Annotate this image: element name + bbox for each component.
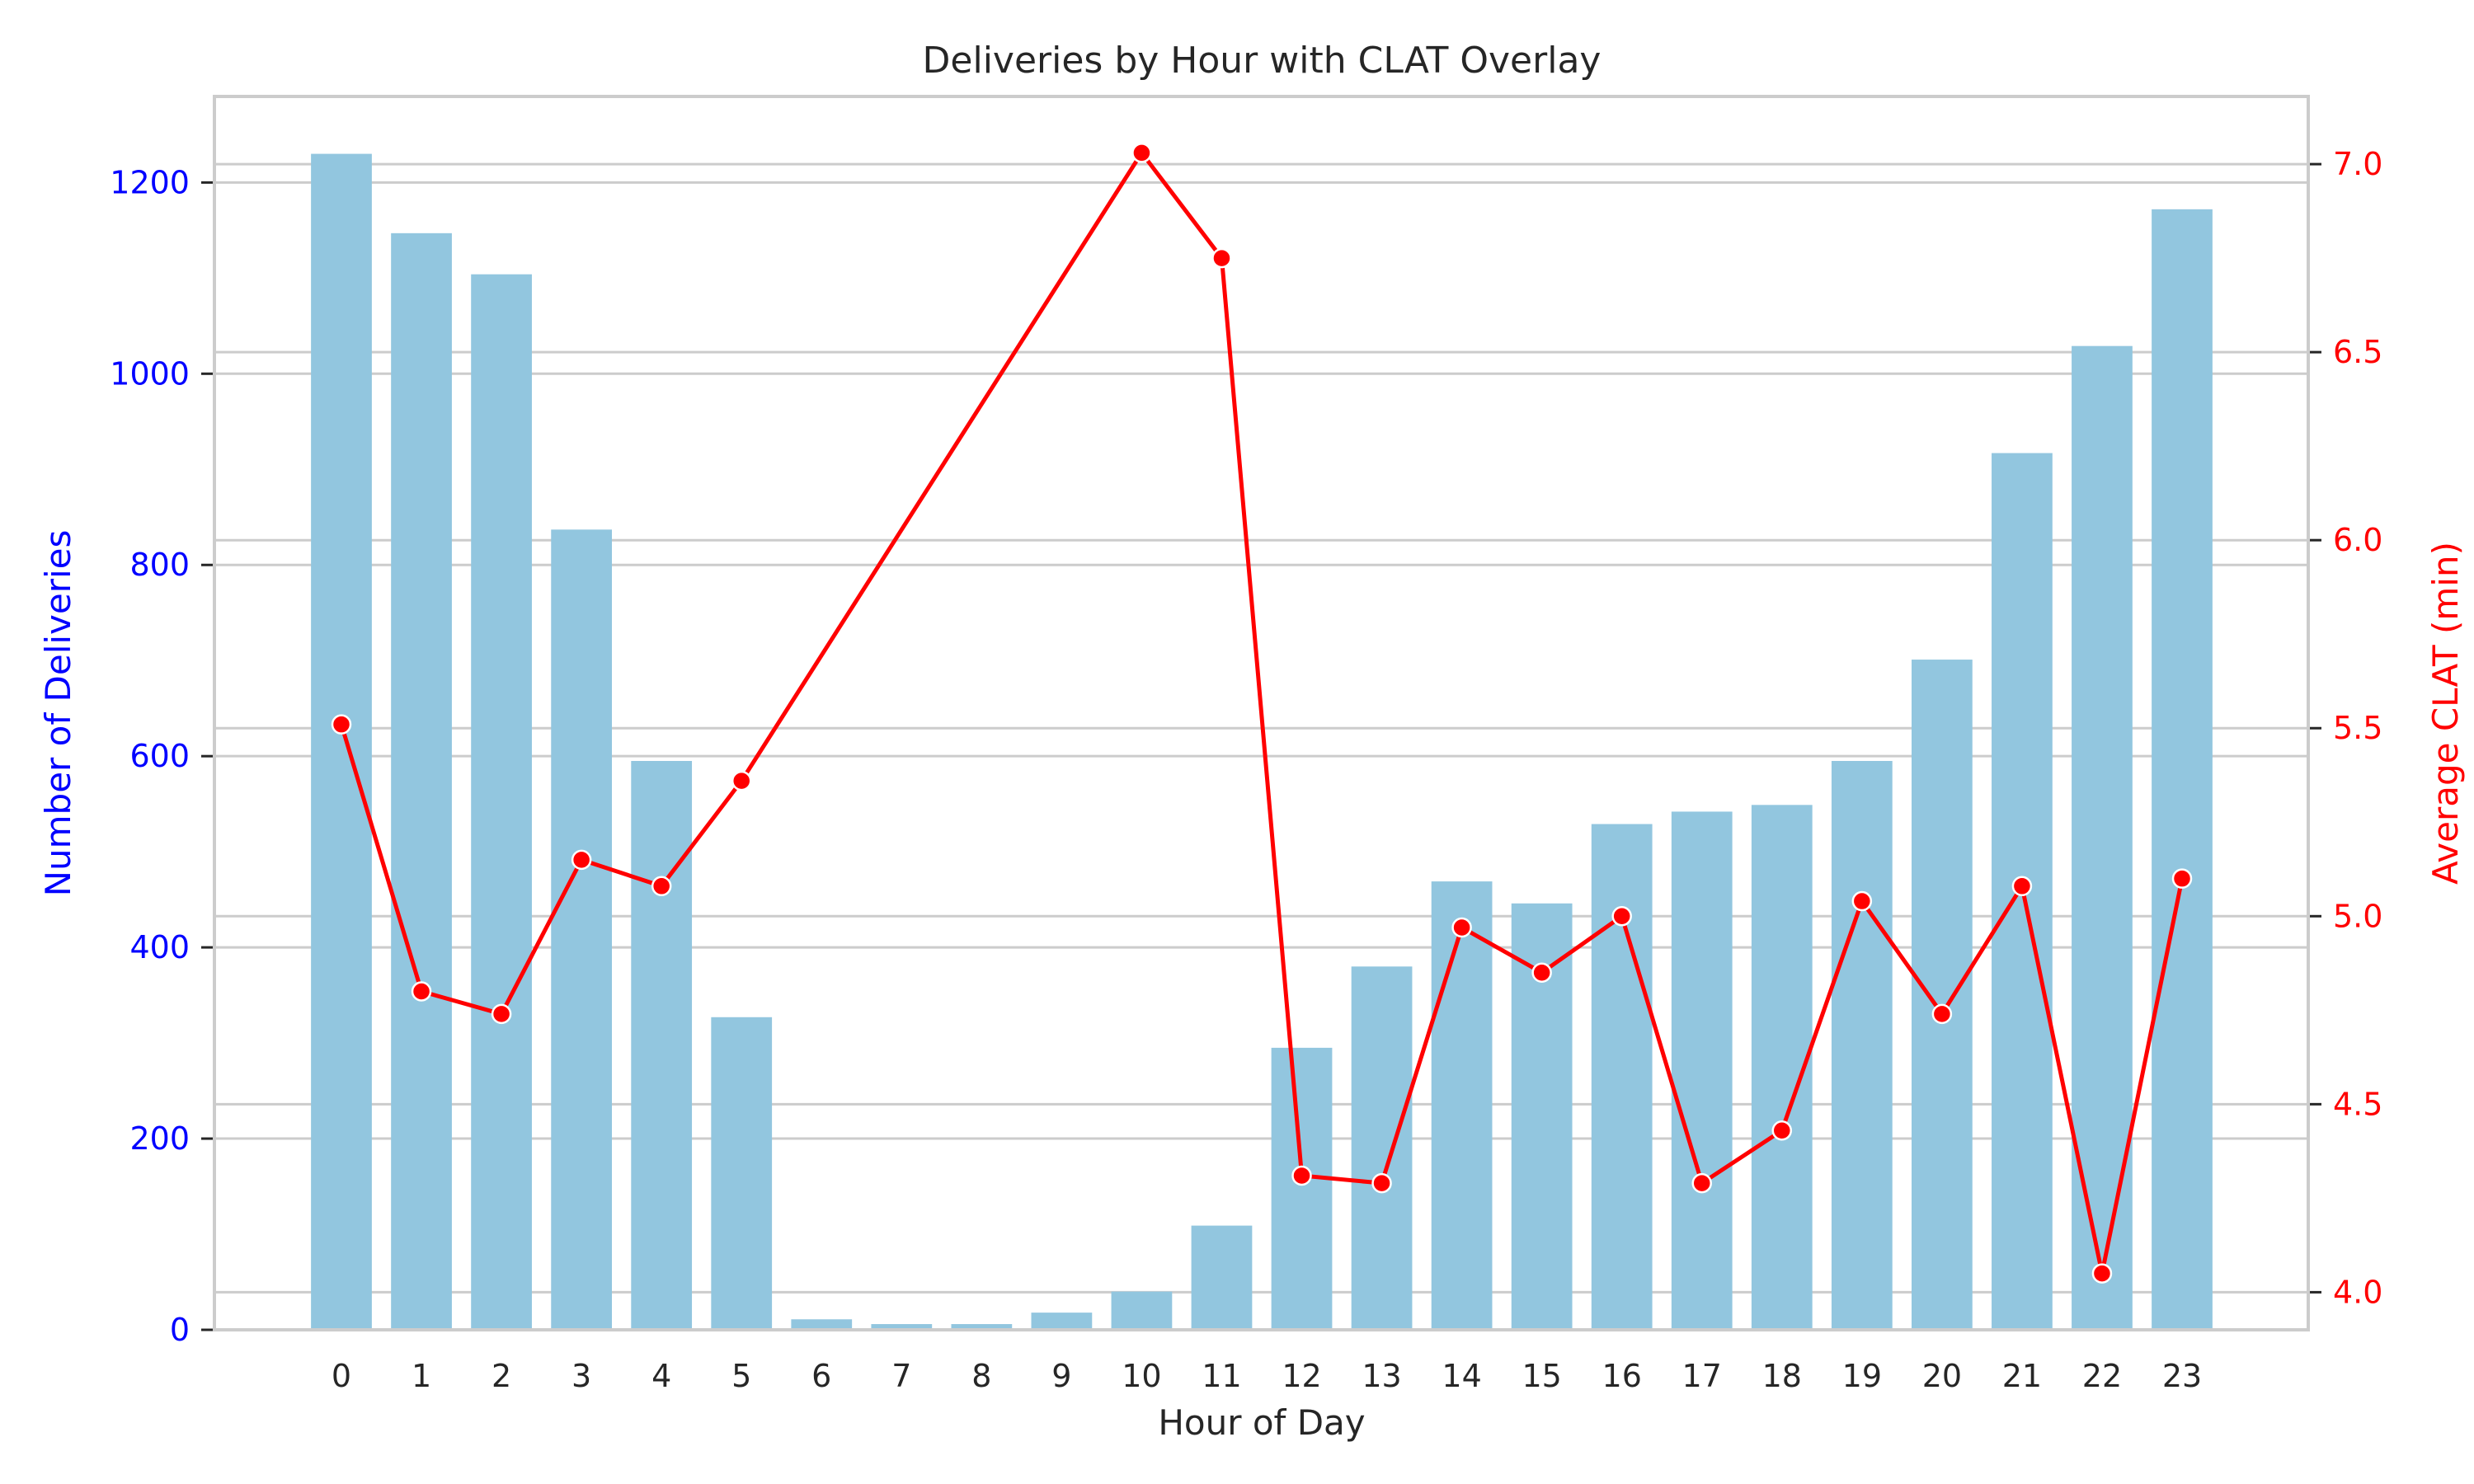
bar <box>1191 1225 1253 1330</box>
x-tick-label: 5 <box>731 1358 751 1394</box>
y-tick-label-right: 6.5 <box>2333 334 2382 370</box>
bar <box>1031 1313 1093 1330</box>
y-tick-label-right: 5.0 <box>2333 898 2382 934</box>
clat-point <box>491 1003 512 1025</box>
bar <box>391 232 452 1330</box>
bar <box>1831 760 1893 1330</box>
x-tick-label: 22 <box>2082 1358 2122 1394</box>
bar <box>1591 824 1653 1330</box>
bar <box>311 153 372 1330</box>
bar <box>471 274 532 1330</box>
bar <box>1351 966 1413 1330</box>
x-tick-label: 4 <box>651 1358 671 1394</box>
line-layer <box>331 143 2193 1284</box>
x-tick-label: 19 <box>1842 1358 1882 1394</box>
clat-point <box>2091 1263 2113 1284</box>
clat-point <box>651 876 672 897</box>
x-tick-label: 9 <box>1051 1358 1071 1394</box>
x-tick-label: 13 <box>1362 1358 1401 1394</box>
y-tick-label-left: 0 <box>170 1312 190 1348</box>
bar <box>871 1324 933 1330</box>
clat-point <box>1291 1165 1312 1186</box>
clat-point <box>331 714 352 735</box>
x-tick-label: 0 <box>332 1358 351 1394</box>
y-axis-title-right: Average CLAT (min) <box>2425 542 2466 885</box>
x-tick-label: 3 <box>571 1358 591 1394</box>
x-tick-label: 11 <box>1202 1358 1241 1394</box>
bar <box>1431 881 1493 1330</box>
x-tick-label: 15 <box>1522 1358 1561 1394</box>
bar <box>791 1319 853 1330</box>
x-axis-title: Hour of Day <box>1158 1402 1365 1443</box>
clat-point <box>1691 1172 1712 1194</box>
bars-layer <box>311 153 2213 1331</box>
clat-point <box>1611 906 1632 927</box>
bar <box>1671 811 1733 1330</box>
axes-layer: 0200400600800100012004.04.55.05.56.06.57… <box>110 146 2382 1394</box>
x-tick-label: 7 <box>891 1358 911 1394</box>
y-tick-label-left: 1000 <box>110 355 190 392</box>
bar <box>1911 660 1973 1330</box>
y-tick-label-left: 600 <box>129 738 190 774</box>
clat-point <box>1131 143 1152 163</box>
x-tick-label: 1 <box>412 1358 431 1394</box>
clat-point <box>1451 917 1472 938</box>
x-tick-label: 10 <box>1122 1358 1161 1394</box>
y-tick-label-left: 400 <box>129 929 190 965</box>
clat-point <box>1211 247 1232 269</box>
y-axis-title-left: Number of Deliveries <box>38 530 78 897</box>
y-tick-label-right: 5.5 <box>2333 710 2382 746</box>
x-tick-label: 20 <box>1922 1358 1962 1394</box>
clat-point <box>571 849 592 871</box>
x-tick-label: 17 <box>1682 1358 1722 1394</box>
clat-point <box>2011 876 2033 897</box>
y-tick-label-right: 6.0 <box>2333 522 2382 558</box>
x-tick-label: 6 <box>811 1358 831 1394</box>
clat-line <box>339 149 2185 1275</box>
bar <box>1111 1291 1173 1330</box>
clat-point <box>2171 868 2193 889</box>
y-tick-label-left: 200 <box>129 1120 190 1157</box>
x-tick-label: 21 <box>2002 1358 2042 1394</box>
clat-point <box>1771 1120 1793 1141</box>
bar <box>2072 345 2133 1330</box>
bar <box>631 760 693 1330</box>
bar <box>951 1324 1013 1330</box>
x-tick-label: 23 <box>2162 1358 2202 1394</box>
clat-point <box>1531 962 1552 983</box>
clat-point <box>1851 890 1873 912</box>
bar <box>711 1017 773 1330</box>
bar <box>2152 209 2213 1331</box>
x-tick-label: 14 <box>1442 1358 1481 1394</box>
clat-point <box>731 770 752 791</box>
y-tick-label-right: 7.0 <box>2333 146 2382 182</box>
bar <box>551 529 613 1330</box>
plot-frame <box>213 95 2310 1331</box>
chart-title: Deliveries by Hour with CLAT Overlay <box>923 40 1602 82</box>
y-tick-label-right: 4.5 <box>2333 1086 2382 1122</box>
clat-point <box>1931 1003 1953 1025</box>
y-tick-label-left: 800 <box>129 547 190 583</box>
x-tick-label: 18 <box>1762 1358 1802 1394</box>
y-tick-label-left: 1200 <box>110 164 190 200</box>
clat-point <box>411 981 432 1002</box>
bar <box>1271 1047 1333 1330</box>
x-tick-label: 8 <box>971 1358 991 1394</box>
x-tick-label: 16 <box>1602 1358 1642 1394</box>
x-tick-label: 12 <box>1282 1358 1321 1394</box>
clat-point <box>1371 1172 1392 1194</box>
x-tick-label: 2 <box>492 1358 511 1394</box>
y-tick-label-right: 4.0 <box>2333 1274 2382 1310</box>
